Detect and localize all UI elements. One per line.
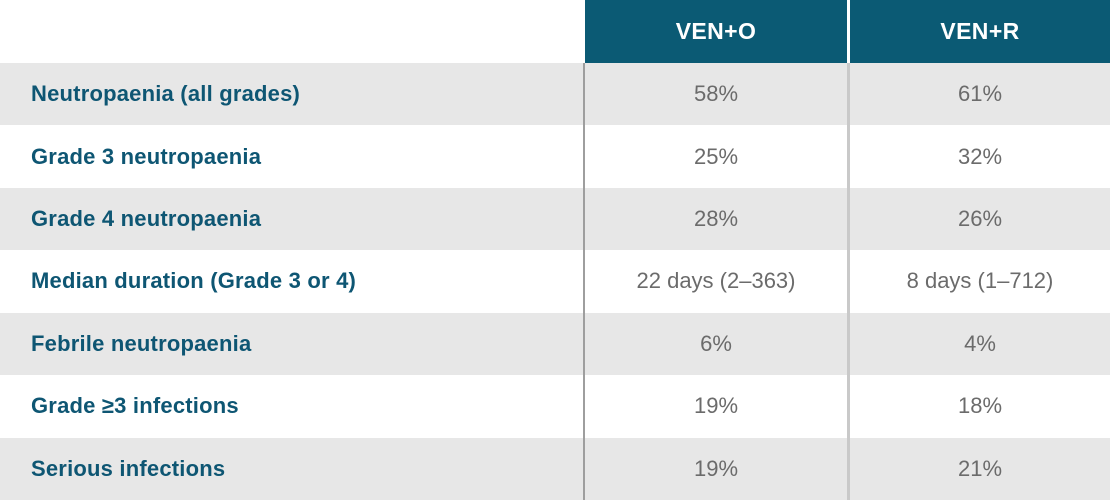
- column-header-ven-r: VEN+R: [847, 0, 1110, 63]
- ven-o-value: 28%: [583, 187, 847, 251]
- table-row: Median duration (Grade 3 or 4) 22 days (…: [0, 250, 1110, 313]
- table-row: Neutropaenia (all grades) 58% 61%: [0, 63, 1110, 126]
- ven-o-value: 19%: [583, 375, 847, 438]
- ven-o-value: 22 days (2–363): [583, 250, 847, 313]
- row-label: Serious infections: [31, 455, 226, 481]
- ven-r-value: 18%: [847, 375, 1110, 438]
- table-row: Serious infections 19% 21%: [0, 437, 1110, 500]
- table-row: Grade 3 neutropaenia 25% 32%: [0, 125, 1110, 188]
- table-row: Febrile neutropaenia 6% 4%: [0, 312, 1110, 376]
- ven-r-value: 21%: [847, 437, 1110, 500]
- row-label: Grade ≥3 infections: [31, 393, 239, 419]
- table-header-row: VEN+O VEN+R: [0, 0, 1110, 63]
- ven-r-value: 4%: [847, 312, 1110, 376]
- ven-o-value: 6%: [583, 312, 847, 376]
- ven-r-value: 32%: [847, 125, 1110, 188]
- column-header-ven-o: VEN+O: [583, 0, 847, 63]
- ven-r-value: 61%: [847, 63, 1110, 126]
- table-row: Grade ≥3 infections 19% 18%: [0, 375, 1110, 438]
- row-label: Median duration (Grade 3 or 4): [31, 268, 357, 294]
- ven-o-value: 19%: [583, 437, 847, 500]
- row-label: Febrile neutropaenia: [31, 330, 252, 356]
- ven-r-value: 8 days (1–712): [847, 250, 1110, 313]
- row-label: Neutropaenia (all grades): [31, 81, 301, 107]
- header-spacer-cell: [0, 0, 583, 63]
- row-label: Grade 3 neutropaenia: [31, 143, 262, 169]
- table-row: Grade 4 neutropaenia 28% 26%: [0, 187, 1110, 251]
- ven-r-value: 26%: [847, 187, 1110, 251]
- ven-o-value: 25%: [583, 125, 847, 188]
- ven-o-value: 58%: [583, 63, 847, 126]
- row-label: Grade 4 neutropaenia: [31, 206, 262, 232]
